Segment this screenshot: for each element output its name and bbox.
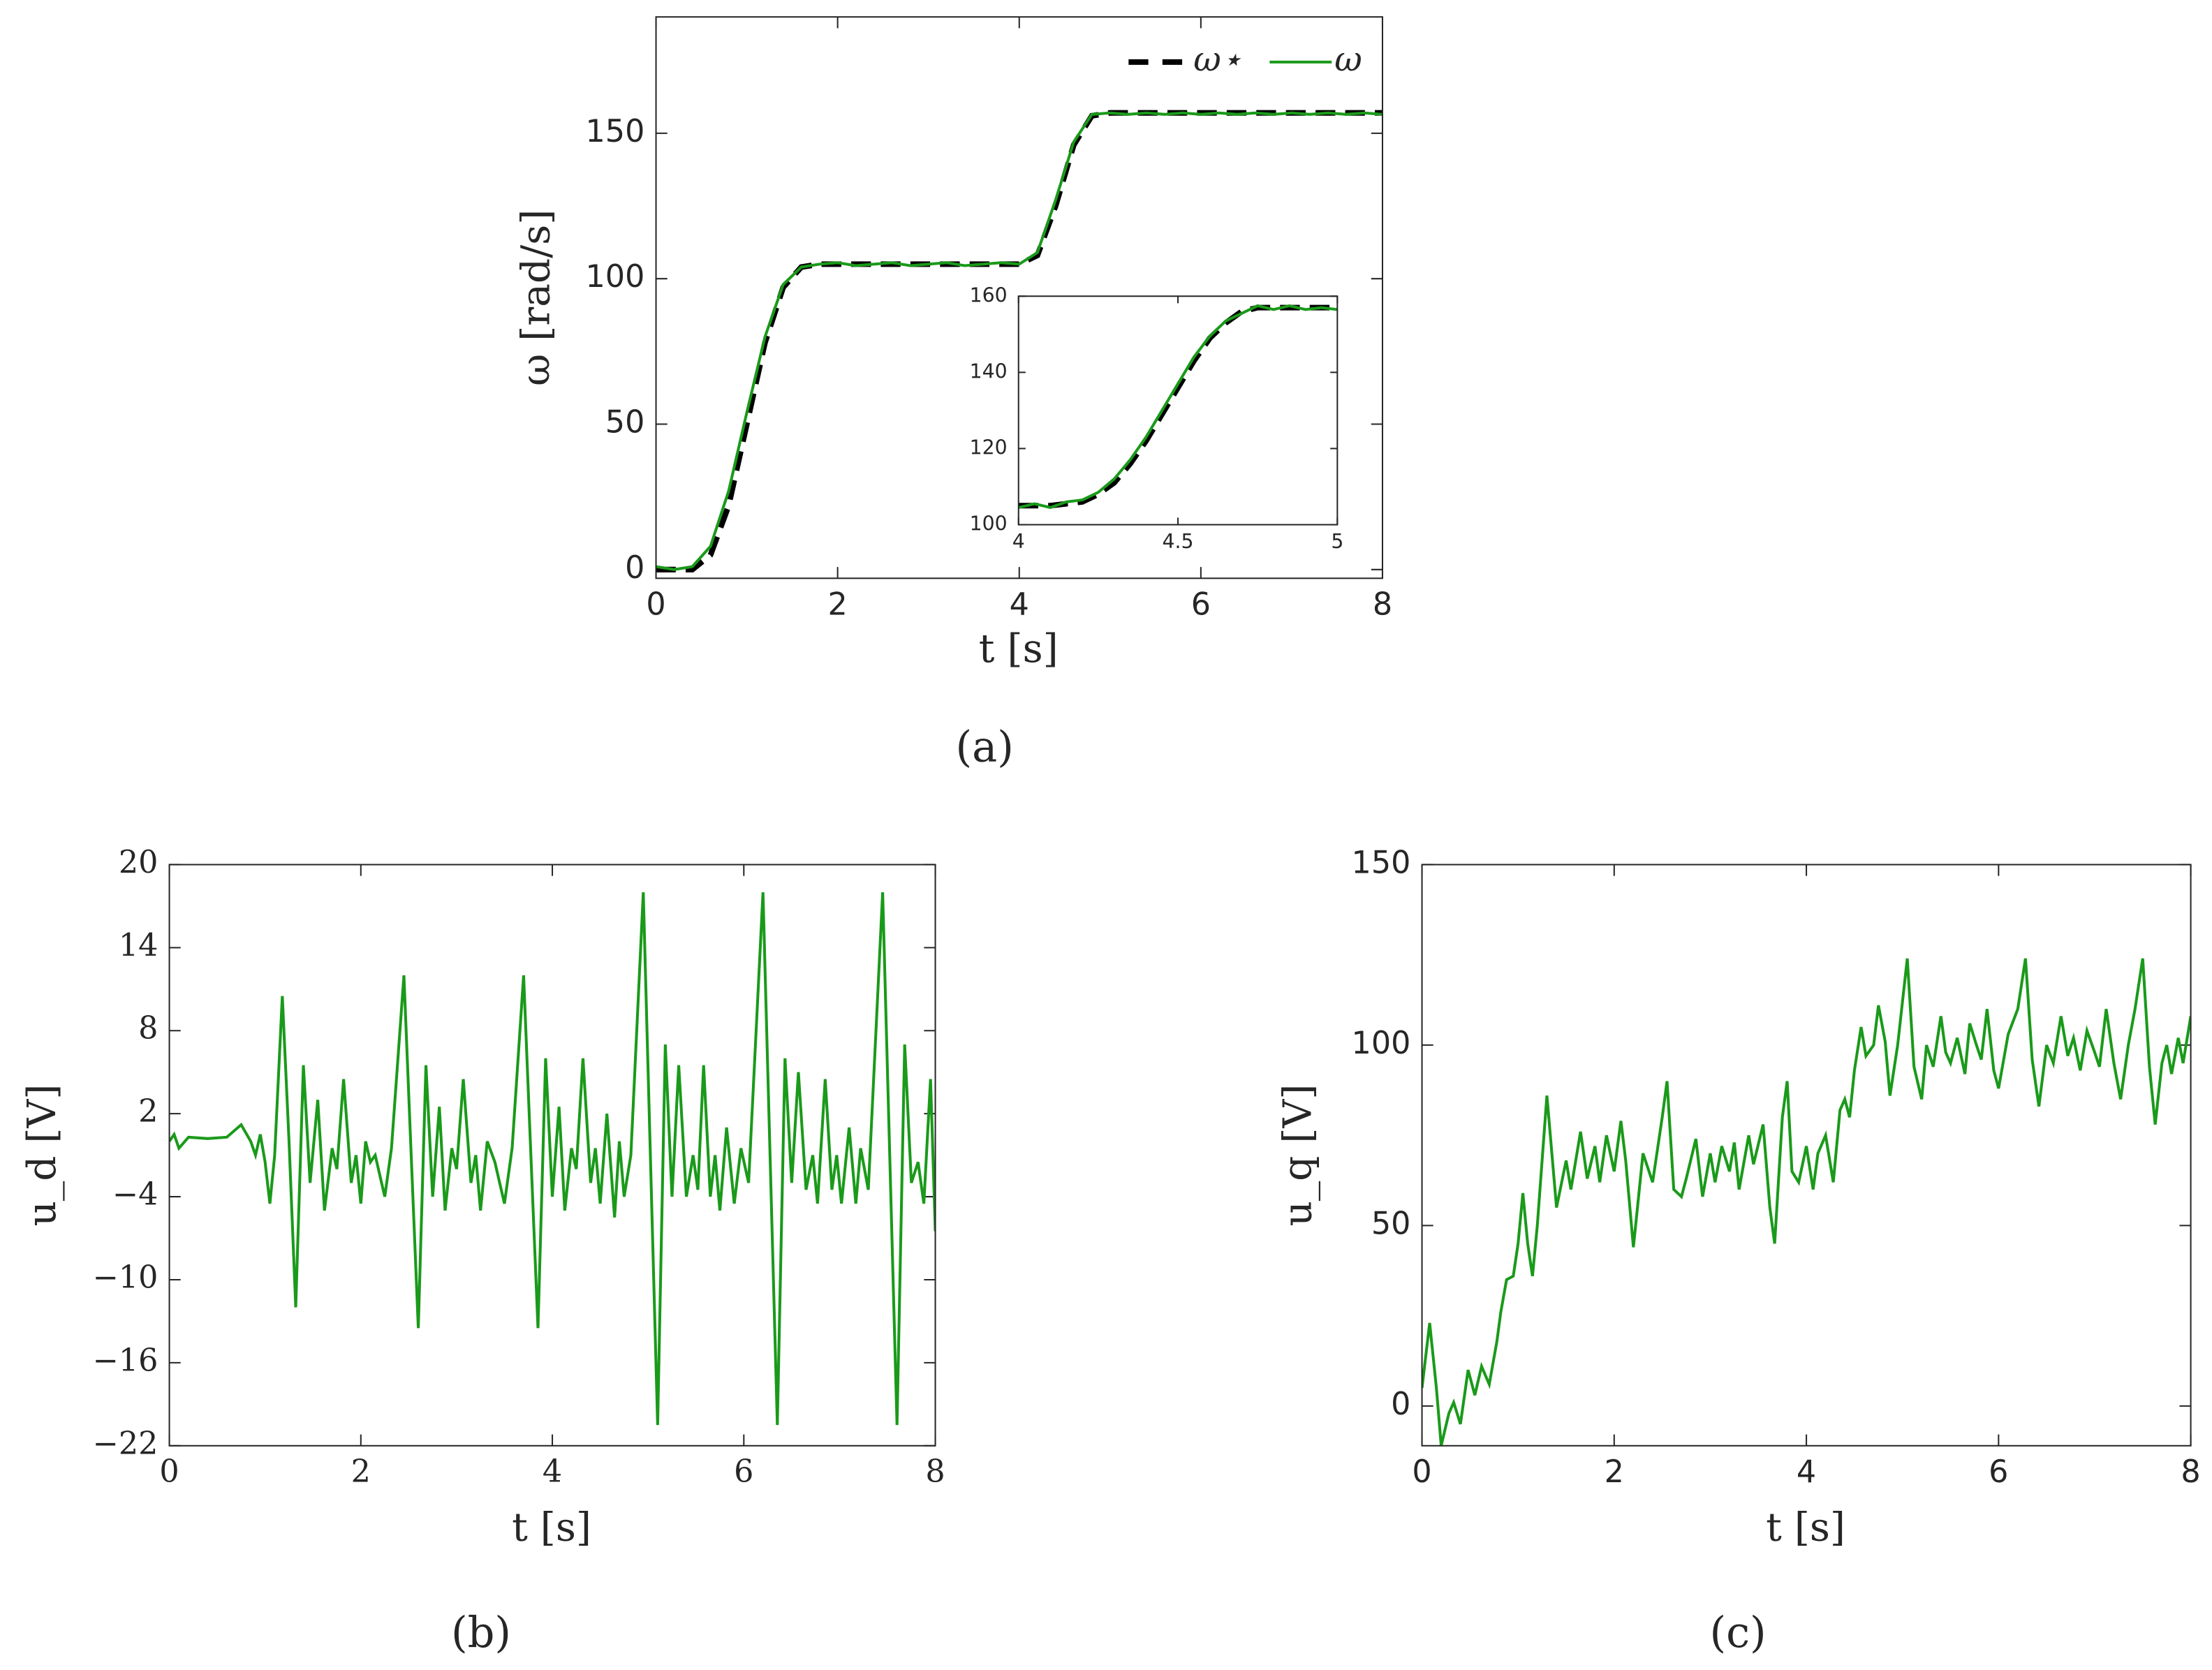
- y-tick-label: −16: [93, 1343, 158, 1378]
- data-line: [656, 111, 1382, 571]
- x-tick-label: 6: [1191, 586, 1211, 622]
- x-axis-label: t [s]: [979, 626, 1059, 672]
- x-tick-label: 2: [351, 1454, 371, 1489]
- y-tick-label: 50: [605, 405, 645, 441]
- legend-label: ω: [1334, 40, 1362, 79]
- x-tick-label: 8: [2181, 1454, 2200, 1490]
- caption: (b): [451, 1609, 511, 1657]
- chart: 0 2 4 6 8 0 50 100 150 t [s] u_q [V] (c): [1274, 845, 2200, 1657]
- x-tick-label: 0: [1412, 1454, 1431, 1490]
- y-tick-label: 0: [1391, 1387, 1410, 1422]
- y-tick-label: 8: [138, 1011, 158, 1047]
- x-tick-label: 4: [1012, 530, 1025, 553]
- x-tick-label: 6: [734, 1454, 753, 1489]
- x-tick-label: 6: [1989, 1454, 2008, 1490]
- axes-frame: [1421, 864, 2192, 1447]
- y-tick-label: 20: [119, 845, 158, 880]
- x-tick-label: 4: [543, 1454, 562, 1489]
- y-tick-label: 2: [138, 1094, 158, 1130]
- y-axis-label: u_d [V]: [19, 1084, 65, 1227]
- legend-label: ω⋆: [1193, 40, 1242, 79]
- x-tick-label: 4: [1010, 586, 1029, 622]
- y-axis-label: ω [rad/s]: [513, 209, 559, 386]
- plot-area: [1018, 296, 1338, 525]
- x-tick-label: 4: [1797, 1454, 1816, 1490]
- data-line: [169, 892, 936, 1426]
- data-line: [1018, 304, 1338, 510]
- x-tick-label: 5: [1331, 530, 1343, 553]
- caption: (c): [1709, 1609, 1766, 1657]
- x-axis-label: t [s]: [512, 1504, 591, 1550]
- y-tick-label: 100: [1352, 1026, 1411, 1061]
- y-tick-label: 150: [1352, 845, 1411, 880]
- caption: (a): [956, 723, 1014, 771]
- x-tick-label: 2: [1605, 1454, 1624, 1490]
- axes-frame: [655, 16, 1383, 579]
- y-tick-label: 120: [970, 436, 1008, 459]
- y-tick-label: −10: [93, 1259, 158, 1295]
- y-tick-label: 100: [586, 259, 645, 295]
- y-tick-label: 14: [119, 928, 158, 963]
- y-tick-label: −4: [112, 1177, 158, 1213]
- data-line: [1422, 958, 2191, 1446]
- y-tick-label: −22: [93, 1426, 158, 1461]
- axes-frame: [168, 864, 936, 1447]
- y-axis-label: u_q [V]: [1274, 1084, 1320, 1227]
- chart: 4 4.5 5 100 120 140 160: [970, 283, 1344, 553]
- x-tick-label: 4.5: [1163, 530, 1194, 553]
- y-tick-label: 150: [586, 114, 645, 149]
- axes-frame: [1017, 295, 1339, 526]
- x-tick-label: 8: [1373, 586, 1392, 622]
- plot-area: [169, 864, 936, 1446]
- chart: 0 2 4 6 8 −22 −16 −10 −4 2 8 14 20 t [s] u_d [V] (b): [19, 845, 945, 1657]
- y-tick-label: 140: [970, 360, 1008, 383]
- y-tick-label: 50: [1371, 1206, 1411, 1241]
- x-axis-label: t [s]: [1766, 1504, 1845, 1550]
- y-tick-label: 0: [625, 550, 644, 586]
- y-tick-label: 100: [970, 512, 1008, 535]
- x-tick-label: 0: [159, 1454, 179, 1489]
- x-tick-label: 0: [646, 586, 665, 622]
- x-tick-label: 2: [828, 586, 848, 622]
- y-tick-label: 160: [970, 283, 1008, 306]
- x-tick-label: 8: [925, 1454, 945, 1489]
